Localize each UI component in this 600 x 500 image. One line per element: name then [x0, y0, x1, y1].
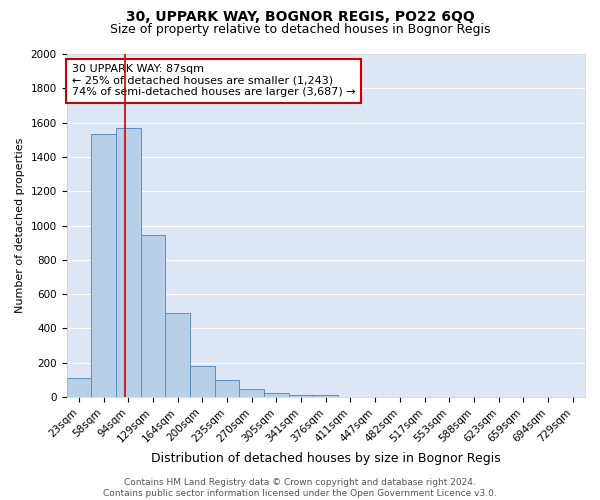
Text: Size of property relative to detached houses in Bognor Regis: Size of property relative to detached ho… — [110, 22, 490, 36]
Bar — [165, 313, 190, 397]
Text: 30 UPPARK WAY: 87sqm
← 25% of detached houses are smaller (1,243)
74% of semi-de: 30 UPPARK WAY: 87sqm ← 25% of detached h… — [72, 64, 355, 98]
Bar — [116, 128, 140, 397]
Bar — [313, 394, 338, 397]
Bar — [264, 393, 289, 397]
Bar — [67, 378, 91, 397]
Bar — [190, 366, 215, 397]
Text: 30, UPPARK WAY, BOGNOR REGIS, PO22 6QQ: 30, UPPARK WAY, BOGNOR REGIS, PO22 6QQ — [125, 10, 475, 24]
Text: Contains HM Land Registry data © Crown copyright and database right 2024.
Contai: Contains HM Land Registry data © Crown c… — [103, 478, 497, 498]
Bar — [91, 134, 116, 397]
Bar — [289, 394, 313, 397]
Bar — [140, 235, 165, 397]
Bar — [239, 390, 264, 397]
Bar — [215, 380, 239, 397]
Y-axis label: Number of detached properties: Number of detached properties — [15, 138, 25, 313]
X-axis label: Distribution of detached houses by size in Bognor Regis: Distribution of detached houses by size … — [151, 452, 500, 465]
